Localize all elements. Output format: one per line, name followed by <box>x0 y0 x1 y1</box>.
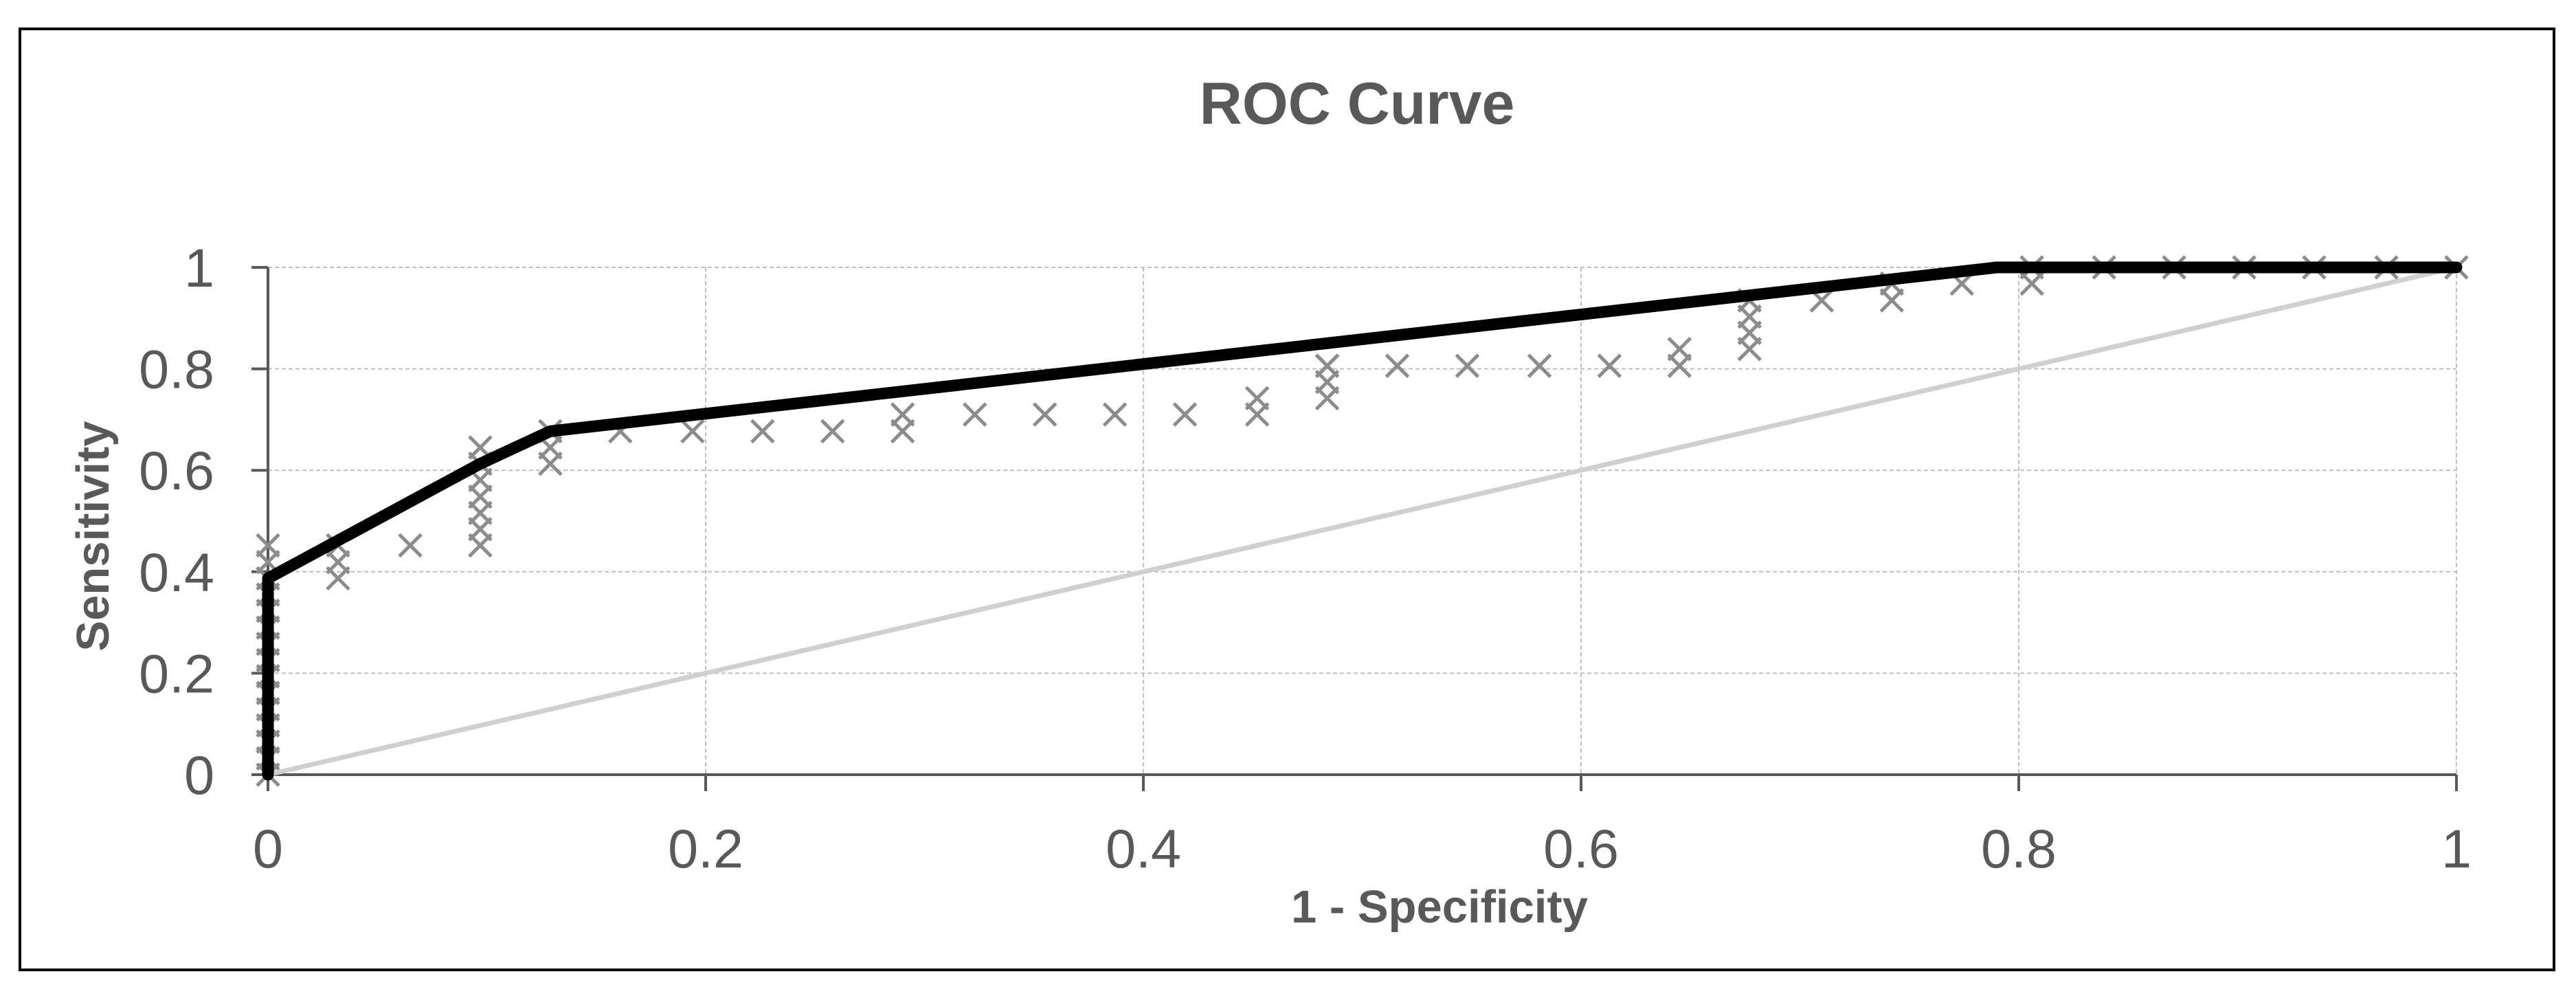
y-tick-label: 0 <box>184 744 214 806</box>
y-tick-label: 0.6 <box>139 440 214 501</box>
roc-point-marker <box>1527 353 1552 378</box>
roc-point-marker <box>680 419 705 444</box>
y-tick-label: 0.8 <box>139 339 214 400</box>
roc-point-marker <box>1102 402 1128 427</box>
roc-point-marker <box>1244 386 1270 411</box>
x-axis-title: 1 - Specificity <box>1291 881 1588 933</box>
roc-point-marker <box>1667 337 1692 362</box>
roc-point-marker <box>890 402 915 427</box>
x-tick-label: 0 <box>253 818 283 879</box>
roc-point-marker <box>1314 353 1340 378</box>
y-tick-label: 0.2 <box>139 643 214 704</box>
y-axis-title: Sensitivity <box>67 421 119 651</box>
chart-title: ROC Curve <box>1200 71 1515 137</box>
roc-point-marker <box>1172 402 1198 427</box>
tick-labels: 0 0.2 0.4 0.6 0.8 1 0 0.2 0.4 0.6 0.8 1 <box>139 237 2472 879</box>
reference-diagonal-line <box>267 265 2457 777</box>
chart-frame <box>19 27 2555 971</box>
roc-point-marker <box>1032 402 1057 427</box>
x-tick-label: 0.4 <box>1106 818 1181 879</box>
x-tick-label: 1 <box>2441 818 2472 879</box>
x-tick-label: 0.8 <box>1981 818 2057 879</box>
grid <box>268 267 2457 775</box>
roc-point-marker <box>962 402 987 427</box>
roc-point-marker <box>1455 353 1480 378</box>
roc-point-marker <box>398 533 423 558</box>
roc-point-marker <box>256 533 280 558</box>
y-tick-label: 0.4 <box>139 542 214 603</box>
y-tick-label: 1 <box>184 237 214 298</box>
roc-point-marker <box>750 419 775 444</box>
roc-point-marker <box>820 419 845 444</box>
roc-point-marker <box>1385 353 1410 378</box>
x-tick-label: 0.6 <box>1543 818 1619 879</box>
roc-point-marker <box>1597 353 1622 378</box>
roc-envelope-line <box>262 261 2463 781</box>
x-tick-label: 0.2 <box>668 818 743 879</box>
